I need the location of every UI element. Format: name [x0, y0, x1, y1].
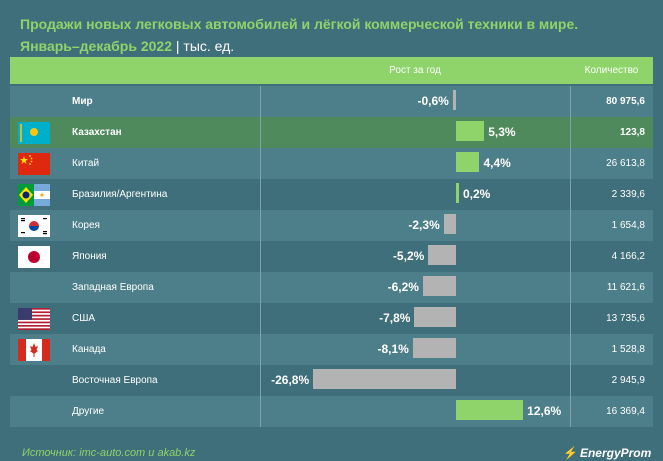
- growth-value-label: 12,6%: [527, 404, 562, 418]
- growth-bar: [456, 400, 524, 420]
- row-label: США: [72, 313, 96, 324]
- column-divider: [260, 148, 261, 179]
- column-divider: [570, 148, 571, 179]
- quantity-value: 1 654,8: [611, 220, 645, 231]
- column-divider: [260, 86, 261, 117]
- column-divider: [260, 210, 261, 241]
- table-row: Япония -5,2% 4 166,2: [10, 241, 653, 272]
- korea-flag-icon: [18, 215, 50, 237]
- column-divider: [570, 179, 571, 210]
- table-row: США -7,8% 13 735,6: [10, 303, 653, 334]
- growth-value-label: -6,2%: [387, 280, 419, 294]
- growth-value-label: -26,8%: [271, 373, 310, 387]
- quantity-value: 2 945,9: [611, 375, 645, 386]
- quantity-value: 123,8: [619, 127, 645, 138]
- growth-bar: [428, 245, 456, 265]
- table-row: Бразилия/Аргентина 0,2% 2 339,6: [10, 179, 653, 210]
- column-divider: [570, 210, 571, 241]
- row-label: Китай: [72, 158, 100, 169]
- column-divider: [260, 365, 261, 396]
- growth-value-label: 5,3%: [488, 125, 516, 139]
- table-row: Восточная Европа -26,8% 2 945,9: [10, 365, 653, 396]
- growth-value-label: -2,3%: [408, 218, 440, 232]
- row-label: Бразилия/Аргентина: [72, 189, 168, 200]
- chart-subtitle: Январь–декабрь 2022 | тыс. ед.: [20, 37, 234, 55]
- canada-flag-icon: [18, 339, 50, 361]
- header-quantity: Количество: [584, 65, 639, 76]
- growth-bar: [313, 369, 456, 389]
- growth-bar: [412, 338, 456, 358]
- growth-value-label: -0,6%: [417, 94, 449, 108]
- column-divider: [260, 179, 261, 210]
- growth-bar: [414, 307, 456, 327]
- column-divider: [570, 272, 571, 303]
- growth-value-label: 4,4%: [483, 156, 511, 170]
- growth-bar: [452, 90, 456, 110]
- growth-value-label: 0,2%: [463, 187, 491, 201]
- table-row: Мир -0,6% 80 975,6: [10, 86, 653, 117]
- column-divider: [570, 241, 571, 272]
- logo-mark-icon: ⚡: [563, 446, 578, 460]
- brazil-argentina-flag-icon: [18, 184, 50, 206]
- column-divider: [260, 396, 261, 427]
- row-label: Япония: [72, 251, 107, 262]
- table-row: Казахстан 5,3% 123,8: [10, 117, 653, 148]
- column-divider: [570, 396, 571, 427]
- growth-value-label: -8,1%: [377, 342, 409, 356]
- subtitle-unit: тыс. ед.: [183, 38, 235, 54]
- quantity-value: 1 528,8: [611, 344, 645, 355]
- column-divider: [570, 303, 571, 334]
- growth-value-label: -5,2%: [392, 249, 425, 263]
- growth-bar: [422, 276, 456, 296]
- table-row: Канада -8,1% 1 528,8: [10, 334, 653, 365]
- growth-bar: [456, 183, 459, 203]
- japan-flag-icon: [18, 246, 50, 268]
- row-label: Казахстан: [72, 127, 122, 138]
- china-flag-icon: [18, 153, 50, 175]
- quantity-value: 80 975,6: [606, 96, 645, 107]
- growth-value-label: -7,8%: [379, 311, 411, 325]
- row-label: Восточная Европа: [72, 375, 158, 386]
- table-header: Рост за год Количество: [10, 57, 653, 84]
- logo-text: EnergyProm: [579, 446, 652, 460]
- column-divider: [570, 117, 571, 148]
- row-label: Западная Европа: [72, 282, 154, 293]
- header-growth: Рост за год: [389, 65, 441, 76]
- column-divider: [570, 86, 571, 117]
- column-divider: [570, 365, 571, 396]
- quantity-value: 13 735,6: [606, 313, 645, 324]
- quantity-value: 2 339,6: [611, 189, 645, 200]
- column-divider: [570, 334, 571, 365]
- subtitle-separator: |: [175, 38, 184, 54]
- column-divider: [260, 334, 261, 365]
- table-row: Западная Европа -6,2% 11 621,6: [10, 272, 653, 303]
- column-divider: [260, 272, 261, 303]
- brand-logo: ⚡ EnergyProm: [563, 446, 651, 460]
- table-row: Китай 4,4% 26 613,8: [10, 148, 653, 179]
- column-divider: [260, 241, 261, 272]
- quantity-value: 26 613,8: [606, 158, 645, 169]
- column-divider: [260, 303, 261, 334]
- quantity-value: 4 166,2: [611, 251, 645, 262]
- row-label: Другие: [72, 406, 105, 417]
- usa-flag-icon: [18, 308, 50, 330]
- quantity-value: 16 369,4: [606, 406, 645, 417]
- table-row: Корея -2,3% 1 654,8: [10, 210, 653, 241]
- column-divider: [260, 117, 261, 148]
- growth-bar: [456, 121, 485, 141]
- subtitle-period: Январь–декабрь 2022: [20, 38, 172, 54]
- growth-bar: [443, 214, 456, 234]
- source-note: Источник: imc-auto.com и akab.kz: [22, 447, 196, 459]
- chart-title: Продажи новых легковых автомобилей и лёг…: [20, 16, 579, 32]
- table-row: Другие 12,6% 16 369,4: [10, 396, 653, 427]
- quantity-value: 11 621,6: [606, 282, 645, 293]
- growth-bar: [456, 152, 480, 172]
- row-label: Мир: [72, 96, 93, 107]
- row-label: Канада: [72, 344, 106, 355]
- kazakhstan-flag-icon: [18, 122, 50, 144]
- row-label: Корея: [72, 220, 100, 231]
